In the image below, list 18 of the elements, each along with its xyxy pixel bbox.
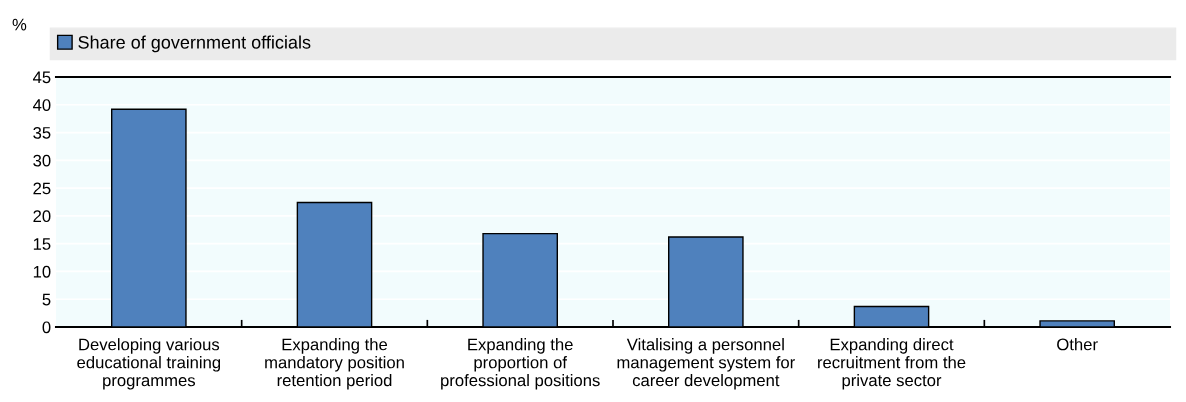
x-tick-label: Expanding the mandatory position retention period (265, 338, 404, 390)
y-tick-label: 25 (33, 182, 51, 195)
x-tick-label: Other (1057, 338, 1098, 351)
y-tick-label: 40 (32, 99, 51, 111)
x-tick-label: Expanding direct recruitment from the private sector (818, 338, 966, 390)
y-tick-label: 35 (33, 126, 51, 139)
x-tick-label: Expanding the proportion of professional positions (441, 338, 600, 390)
y-tick-label: 20 (33, 210, 51, 223)
y-tick-label: 5 (42, 293, 51, 306)
y-tick-label: 45 (32, 71, 51, 84)
y-tick-label: 10 (33, 265, 51, 278)
x-tick-label: Developing various educational training programmes (77, 338, 221, 390)
y-tick-label: 15 (33, 238, 51, 250)
legend-label: Share of government officials (78, 35, 311, 53)
y-tick-label: 30 (33, 154, 51, 167)
y-tick-label: 0 (42, 321, 51, 334)
y-axis-title: % (12, 18, 27, 31)
x-tick-label: Vitalising a personnel management system for career development (617, 338, 795, 390)
